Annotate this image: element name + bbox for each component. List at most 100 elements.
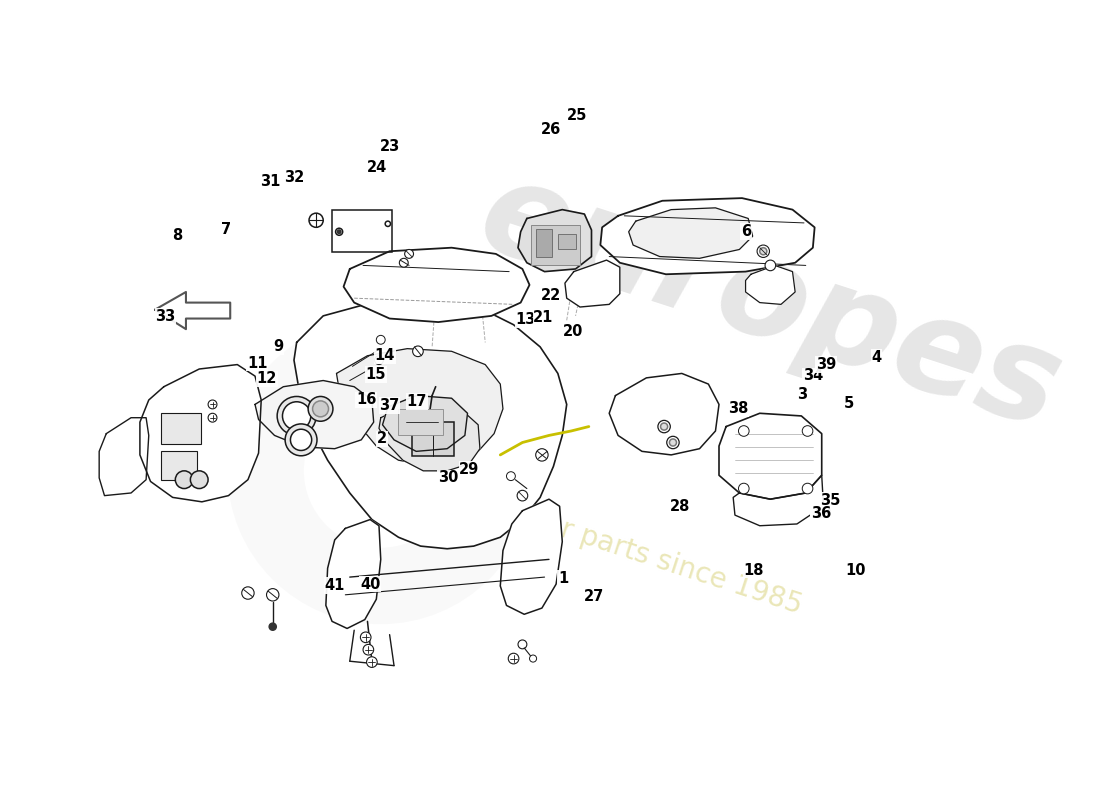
Text: 35: 35 xyxy=(820,493,840,508)
Circle shape xyxy=(802,426,813,436)
Text: 20: 20 xyxy=(562,324,583,338)
Polygon shape xyxy=(383,395,468,451)
Circle shape xyxy=(529,655,537,662)
Text: 27: 27 xyxy=(584,590,604,605)
Text: 24: 24 xyxy=(366,160,387,175)
Circle shape xyxy=(175,471,192,489)
Text: 6: 6 xyxy=(741,224,751,239)
Circle shape xyxy=(399,258,408,267)
Circle shape xyxy=(363,644,374,655)
Text: 21: 21 xyxy=(534,310,553,325)
Circle shape xyxy=(309,213,323,227)
Circle shape xyxy=(190,471,208,489)
Circle shape xyxy=(757,245,770,258)
Bar xyxy=(536,229,551,258)
Bar xyxy=(332,210,393,252)
Text: 22: 22 xyxy=(541,288,561,302)
Circle shape xyxy=(336,228,343,235)
Text: 11: 11 xyxy=(246,356,267,370)
Text: 28: 28 xyxy=(670,498,690,514)
Circle shape xyxy=(290,430,311,450)
Circle shape xyxy=(738,426,749,436)
Circle shape xyxy=(312,401,329,417)
Bar xyxy=(558,234,575,250)
Text: 2: 2 xyxy=(377,431,387,446)
Text: 7: 7 xyxy=(221,222,231,238)
Polygon shape xyxy=(746,266,795,304)
Circle shape xyxy=(308,397,333,422)
Text: europes: europes xyxy=(464,150,1076,456)
Text: 30: 30 xyxy=(438,470,459,486)
Text: 41: 41 xyxy=(324,578,345,593)
Bar xyxy=(398,409,442,435)
Text: 29: 29 xyxy=(460,462,480,477)
Text: 37: 37 xyxy=(379,398,399,413)
Bar xyxy=(162,451,197,480)
Text: 12: 12 xyxy=(256,371,277,386)
Text: 13: 13 xyxy=(516,313,536,327)
Polygon shape xyxy=(379,405,480,471)
Circle shape xyxy=(283,402,311,430)
Polygon shape xyxy=(601,198,815,274)
Text: a passion for parts since 1985: a passion for parts since 1985 xyxy=(398,463,806,620)
Text: 25: 25 xyxy=(566,108,586,122)
Text: 26: 26 xyxy=(541,122,561,137)
Text: 39: 39 xyxy=(816,357,836,372)
Circle shape xyxy=(670,439,676,446)
Text: 34: 34 xyxy=(803,369,824,383)
Bar xyxy=(162,414,201,444)
Text: 5: 5 xyxy=(844,396,855,411)
Text: 36: 36 xyxy=(811,506,832,521)
Circle shape xyxy=(376,335,385,344)
Circle shape xyxy=(277,397,316,435)
Circle shape xyxy=(366,657,377,667)
Polygon shape xyxy=(155,292,230,329)
Text: 16: 16 xyxy=(356,393,376,407)
Polygon shape xyxy=(99,418,148,496)
Circle shape xyxy=(518,640,527,649)
Circle shape xyxy=(760,248,767,254)
Polygon shape xyxy=(294,301,566,549)
Polygon shape xyxy=(629,208,752,258)
Circle shape xyxy=(242,587,254,599)
Circle shape xyxy=(658,420,670,433)
Polygon shape xyxy=(734,475,824,526)
Text: 3: 3 xyxy=(798,387,807,402)
Circle shape xyxy=(266,589,279,601)
Polygon shape xyxy=(140,365,261,502)
Text: 33: 33 xyxy=(155,309,176,324)
Polygon shape xyxy=(326,519,381,629)
Circle shape xyxy=(506,472,515,481)
Polygon shape xyxy=(719,414,822,499)
Circle shape xyxy=(802,483,813,494)
Text: 32: 32 xyxy=(284,170,305,185)
Circle shape xyxy=(764,260,776,270)
Circle shape xyxy=(361,632,371,642)
Circle shape xyxy=(285,424,317,456)
Circle shape xyxy=(338,230,341,234)
Circle shape xyxy=(208,414,217,422)
Circle shape xyxy=(412,346,424,357)
Circle shape xyxy=(661,423,668,430)
Circle shape xyxy=(667,436,679,449)
Polygon shape xyxy=(343,248,529,322)
Circle shape xyxy=(536,449,548,461)
Bar xyxy=(411,422,454,456)
Text: 14: 14 xyxy=(374,348,395,363)
Text: 31: 31 xyxy=(260,174,280,190)
Text: 15: 15 xyxy=(365,367,386,382)
Text: 38: 38 xyxy=(728,401,748,416)
Circle shape xyxy=(508,654,519,664)
Circle shape xyxy=(405,250,414,258)
Polygon shape xyxy=(500,499,562,614)
Bar xyxy=(531,225,580,265)
Text: 19: 19 xyxy=(811,506,832,521)
Polygon shape xyxy=(337,349,503,465)
Circle shape xyxy=(208,400,217,409)
Polygon shape xyxy=(518,210,592,272)
Text: 18: 18 xyxy=(744,562,764,578)
Circle shape xyxy=(385,221,390,226)
Text: 9: 9 xyxy=(274,339,284,354)
Polygon shape xyxy=(565,260,619,307)
Text: 10: 10 xyxy=(845,562,866,578)
